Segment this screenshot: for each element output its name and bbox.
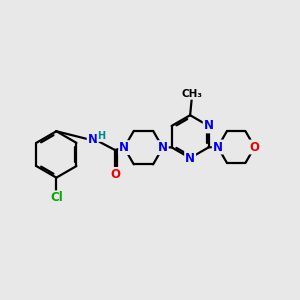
Text: O: O xyxy=(250,140,260,154)
Text: H: H xyxy=(98,131,106,141)
Text: CH₃: CH₃ xyxy=(181,89,202,99)
Text: N: N xyxy=(204,119,214,132)
Text: N: N xyxy=(185,152,195,164)
Text: N: N xyxy=(119,141,129,154)
Text: O: O xyxy=(110,168,120,181)
Text: N: N xyxy=(88,133,98,146)
Text: Cl: Cl xyxy=(50,191,63,204)
Text: N: N xyxy=(213,140,223,154)
Text: N: N xyxy=(158,141,168,154)
